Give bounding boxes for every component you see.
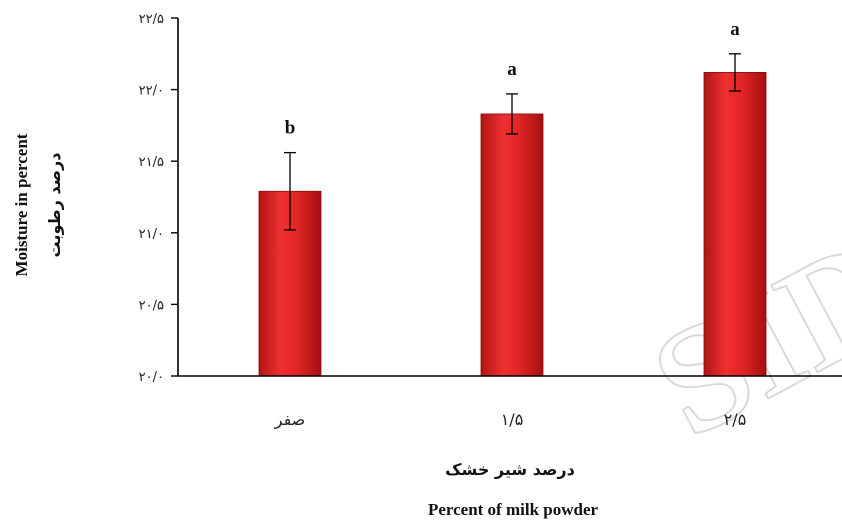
y-tick-label: ۲۲/۵	[139, 12, 164, 27]
x-axis-label-en: Percent of milk powder	[428, 500, 599, 519]
y-tick-label: ۲۱/۵	[139, 155, 164, 170]
y-axis-label-fa: درصد رطوبت	[45, 153, 64, 258]
x-category-label: صفر	[274, 410, 306, 430]
y-axis-label-en: Moisture in percent	[12, 133, 31, 276]
bar	[480, 113, 544, 377]
y-tick-label: ۲۱/۰	[139, 227, 164, 242]
significance-label: a	[730, 19, 740, 40]
x-axis-label-fa: درصد شیر خشک	[445, 460, 575, 479]
significance-label: b	[285, 118, 296, 139]
x-category-label: ۱/۵	[501, 410, 524, 429]
y-tick-label: ۲۰/۵	[139, 298, 164, 313]
y-tick-label: ۲۰/۰	[139, 370, 164, 385]
x-category-label: ۲/۵	[724, 410, 747, 429]
significance-label: a	[507, 59, 517, 80]
y-tick-label: ۲۲/۰	[139, 84, 164, 99]
bar	[703, 72, 767, 377]
